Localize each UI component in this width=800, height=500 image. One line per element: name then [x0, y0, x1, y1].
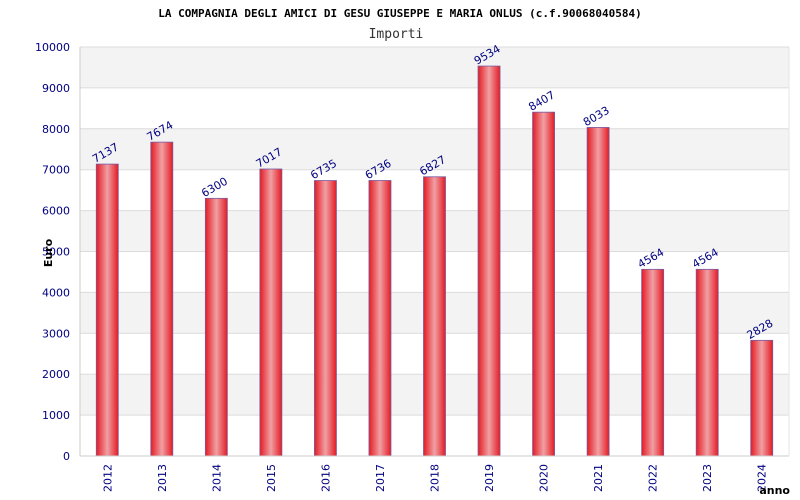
bar-2012 — [95, 163, 119, 457]
x-axis-label: anno — [759, 484, 790, 497]
bar-2016 — [314, 180, 337, 457]
bar-2020 — [532, 111, 555, 457]
x-tick-label-2013: 2013 — [156, 464, 169, 492]
y-tick-label: 2000 — [42, 368, 70, 381]
grid-band — [80, 87, 789, 129]
x-tick-label-2020: 2020 — [538, 464, 551, 492]
bar-2022 — [641, 268, 665, 457]
x-tick-label-2021: 2021 — [592, 464, 605, 492]
y-tick-label: 5000 — [42, 246, 70, 259]
y-tick-label: 8000 — [42, 123, 70, 136]
x-tick-label-2023: 2023 — [701, 464, 714, 492]
bar-2014 — [204, 197, 228, 457]
x-tick-label-2016: 2016 — [319, 464, 332, 492]
x-tick-label-2018: 2018 — [429, 464, 442, 492]
bar-2024 — [750, 339, 774, 457]
bar-2017 — [368, 180, 392, 457]
y-tick-label: 1000 — [42, 409, 70, 422]
bar-2018 — [423, 176, 446, 457]
grid-band — [80, 128, 789, 170]
y-tick-label: 3000 — [42, 327, 70, 340]
bar-2013 — [150, 141, 174, 457]
y-tick-label: 4000 — [42, 286, 70, 299]
bar-2023 — [695, 268, 719, 457]
grid-band — [80, 47, 789, 88]
y-tick-label: 0 — [63, 450, 70, 463]
bar-2015 — [259, 168, 283, 457]
x-tick-label-2017: 2017 — [374, 464, 387, 492]
x-tick-label-2015: 2015 — [265, 464, 278, 492]
chart-title: LA COMPAGNIA DEGLI AMICI DI GESU GIUSEPP… — [158, 7, 641, 20]
x-tick-label-2024: 2024 — [756, 464, 769, 492]
bar-2021 — [586, 127, 610, 457]
x-tick-label-2019: 2019 — [483, 464, 496, 492]
y-tick-label: 10000 — [35, 41, 70, 54]
chart-subtitle: Importi — [369, 27, 424, 42]
x-tick-label-2022: 2022 — [647, 464, 660, 492]
bar-2019 — [477, 65, 501, 457]
axes: 0 1000 2000 3000 4000 5000 6000 7000 8000 9000 100… — [35, 41, 790, 492]
y-tick-label: 6000 — [42, 205, 70, 218]
y-axis-label: Euro — [42, 238, 55, 267]
y-tick-label: 9000 — [42, 82, 70, 95]
x-tick-label-2012: 2012 — [101, 464, 114, 492]
x-tick-label-2014: 2014 — [210, 464, 223, 492]
y-tick-label: 7000 — [42, 164, 70, 177]
